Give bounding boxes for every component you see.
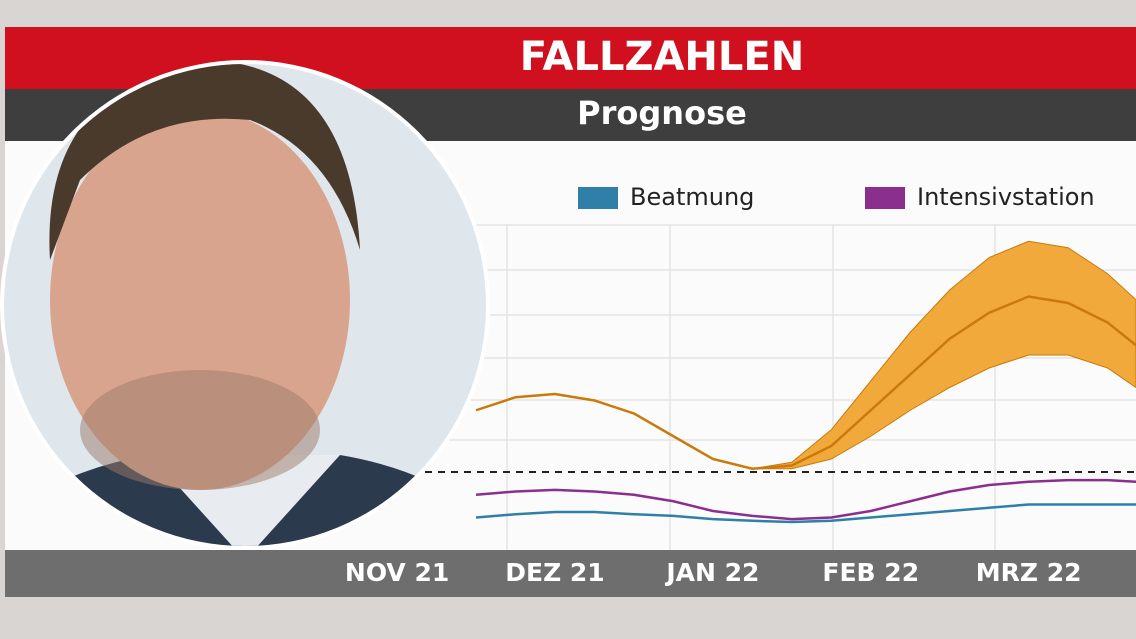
chart-title: FALLZAHLEN (520, 34, 804, 80)
x-tick-label: NOV 21 (345, 558, 449, 587)
legend: Beatmung Intensivstation (578, 183, 1095, 211)
beard (80, 370, 320, 490)
x-tick-label: FEB 22 (822, 558, 919, 587)
legend-label: Beatmung (630, 183, 754, 211)
legend-swatch (865, 187, 905, 209)
x-tick-label: MRZ 22 (976, 558, 1082, 587)
series-line (475, 478, 1136, 521)
x-tick-label: DEZ 21 (505, 558, 604, 587)
x-axis-bar (5, 550, 1136, 597)
x-tick-label: JAN 22 (664, 558, 759, 587)
hair (49, 64, 360, 260)
legend-swatch (578, 187, 618, 209)
series-line (475, 503, 1136, 524)
series-line (475, 295, 1136, 471)
chart-subtitle: Prognose (577, 94, 747, 132)
plot (425, 240, 1136, 524)
speaker-photo (0, 60, 490, 550)
legend-label: Intensivstation (917, 183, 1095, 211)
